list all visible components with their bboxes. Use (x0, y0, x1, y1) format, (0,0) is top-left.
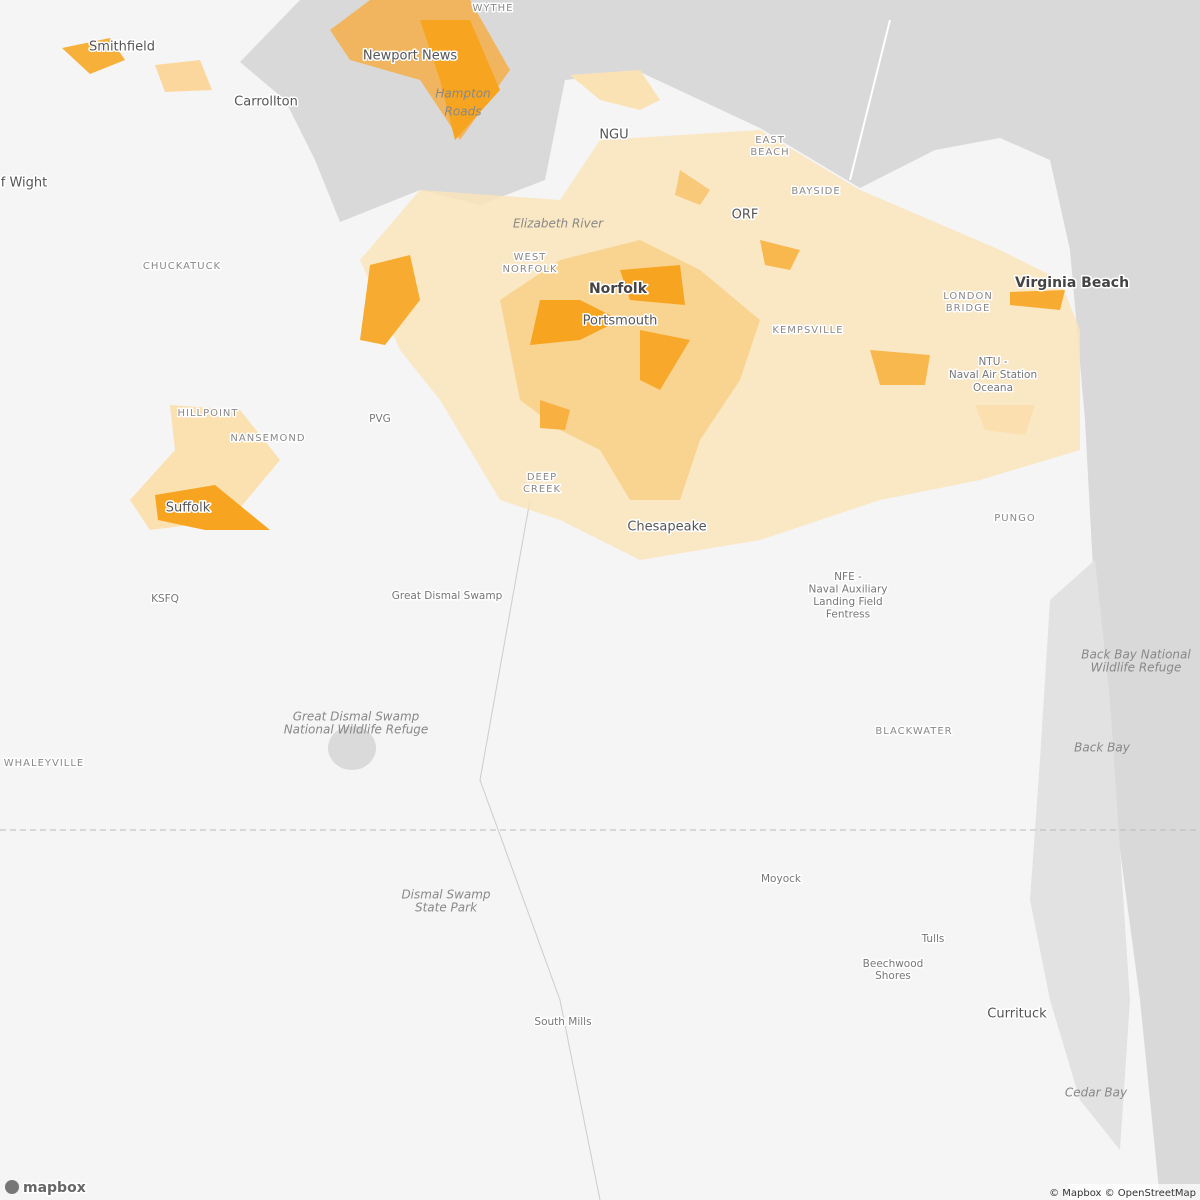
place-label: Back Bay (1074, 741, 1131, 755)
place-label: BAYSIDE (791, 186, 840, 197)
place-label: WYTHE (473, 3, 514, 14)
place-label: ORF (732, 208, 759, 223)
place-label: Smithfield (89, 40, 155, 55)
back-bay (1030, 560, 1130, 1150)
place-label: Chesapeake (627, 520, 706, 535)
choropleth (62, 0, 1080, 560)
place-label: Newport News (363, 49, 457, 64)
place-label: CREEK (523, 484, 561, 495)
place-label: WEST (514, 252, 547, 263)
place-label: Oceana (973, 382, 1013, 394)
place-label: PVG (369, 413, 391, 425)
place-label: Great Dismal Swamp (392, 590, 503, 602)
place-label: HILLPOINT (177, 408, 238, 419)
place-label: Hampton (435, 87, 490, 101)
county-line (479, 499, 601, 1200)
place-label: Norfolk (589, 281, 648, 297)
place-label: Portsmouth (583, 314, 658, 329)
lake (328, 726, 376, 770)
place-label: Currituck (987, 1007, 1047, 1022)
bridge (849, 19, 891, 181)
attribution: © Mapbox © OpenStreetMap (1049, 1188, 1196, 1199)
place-label: Suffolk (166, 501, 211, 516)
place-label: Carrollton (234, 95, 298, 110)
place-label: WHALEYVILLE (4, 758, 85, 769)
place-label: CHUCKATUCK (143, 261, 221, 272)
place-label: NTU - (978, 356, 1007, 368)
place-label: Beechwood (863, 958, 924, 970)
place-label: Fentress (826, 609, 870, 621)
logo: mapbox (23, 1180, 86, 1196)
place-label: NGU (599, 128, 628, 143)
place-label: Roads (445, 105, 482, 119)
place-label: BLACKWATER (875, 726, 952, 737)
place-label: Cedar Bay (1065, 1086, 1128, 1100)
place-label: EAST (755, 135, 785, 146)
place-label: KEMPSVILLE (772, 325, 843, 336)
place-label: Wildlife Refuge (1091, 661, 1182, 675)
water (240, 0, 1200, 1200)
place-label: Landing Field (813, 596, 882, 608)
place-label: Back Bay National (1081, 648, 1191, 662)
place-label: National Wildlife Refuge (284, 723, 429, 737)
place-label: of Wight (0, 176, 47, 191)
place-label: DEEP (527, 472, 557, 483)
place-label: Shores (875, 970, 911, 982)
place-label: South Mills (534, 1016, 591, 1028)
place-label: Dismal Swamp (401, 888, 490, 902)
place-label: PUNGO (994, 513, 1035, 524)
place-label: Virginia Beach (1015, 275, 1129, 291)
place-label: Tulls (921, 933, 945, 945)
place-label: KSFQ (151, 593, 179, 605)
place-label: Elizabeth River (513, 217, 604, 231)
place-label: NFE - (834, 571, 862, 583)
place-label: State Park (415, 901, 478, 915)
place-label: Naval Auxiliary (809, 584, 888, 596)
place-label: Naval Air Station (949, 369, 1037, 381)
place-label: NORFOLK (502, 264, 557, 275)
place-label: NANSEMOND (230, 433, 305, 444)
logo-icon (5, 1180, 19, 1194)
place-label: Moyock (761, 873, 802, 885)
attribution-bg (1068, 1184, 1200, 1200)
place-label: Great Dismal Swamp (293, 710, 420, 724)
place-label: BEACH (750, 147, 789, 158)
place-label: BRIDGE (946, 303, 991, 314)
place-label: LONDON (943, 291, 993, 302)
